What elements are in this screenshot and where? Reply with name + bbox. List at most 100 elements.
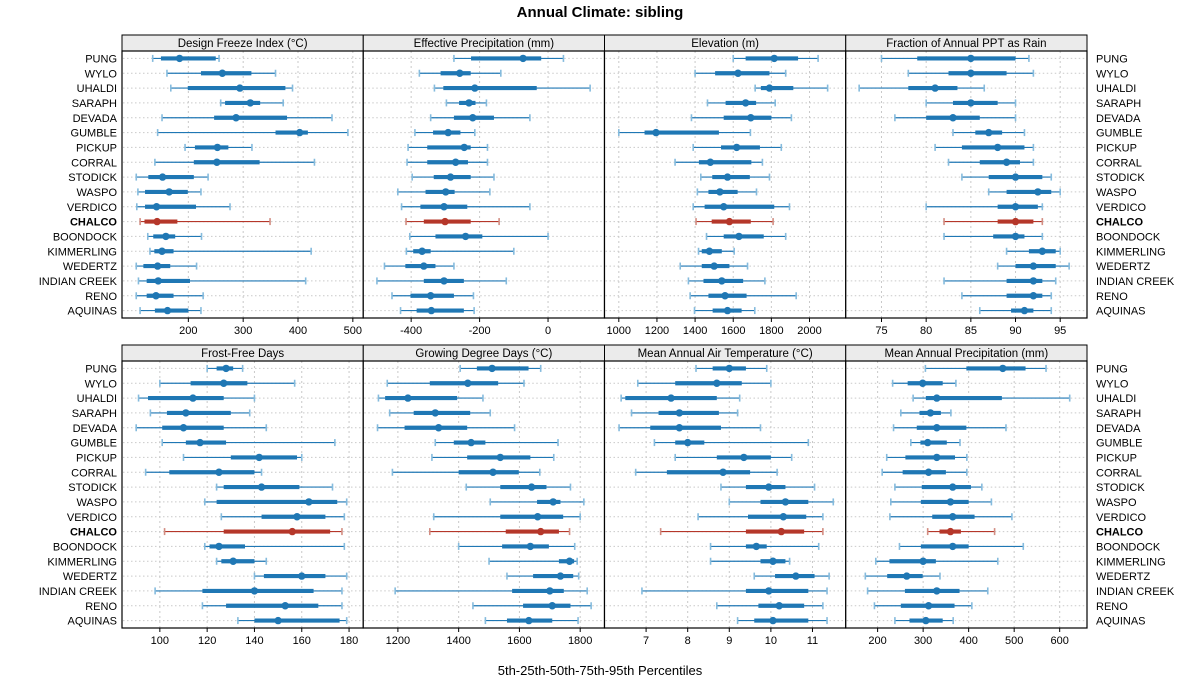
x-tick-label: 1000 — [607, 325, 631, 337]
row-corral — [634, 468, 778, 476]
median-dot — [565, 557, 574, 565]
row-uhaldi — [377, 394, 484, 402]
x-tick-label: 10 — [765, 635, 777, 647]
row-kimmerling — [149, 247, 312, 255]
median-dot — [255, 453, 263, 462]
median-dot — [281, 602, 289, 610]
site-label-left-corral: CORRAL — [71, 467, 117, 479]
row-aquinas — [978, 306, 1053, 315]
row-uhaldi — [620, 394, 741, 402]
median-dot — [246, 99, 255, 107]
row-reno — [135, 292, 204, 300]
median-dot — [182, 409, 190, 417]
median-dot — [451, 158, 460, 166]
row-verdico — [220, 513, 346, 521]
x-tick-label: 300 — [234, 325, 252, 337]
row-kimmerling — [215, 557, 268, 565]
median-dot — [152, 292, 160, 300]
row-pung — [206, 364, 244, 373]
row-wylo — [907, 69, 1035, 77]
median-dot — [933, 587, 941, 595]
site-label-left-gumble: GUMBLE — [71, 128, 117, 140]
row-gumble — [653, 438, 810, 447]
x-tick-label: 75 — [875, 325, 887, 337]
site-label-right-chalco: CHALCO — [1096, 527, 1143, 539]
row-stodick — [894, 483, 983, 491]
median-dot — [162, 232, 170, 241]
median-dot — [229, 557, 237, 565]
site-label-right-stodick: STODICK — [1096, 482, 1145, 494]
panel-area — [363, 361, 605, 628]
row-pung — [924, 364, 1047, 373]
site-label-right-saraph: SARAPH — [1096, 408, 1141, 420]
row-indian-creek — [641, 587, 828, 595]
median-dot — [431, 409, 439, 417]
site-label-right-devada: DEVADA — [1096, 423, 1141, 435]
median-dot — [918, 379, 927, 387]
row-chalco — [695, 217, 774, 226]
median-dot — [1020, 306, 1029, 315]
median-dot — [765, 483, 773, 491]
x-tick-label: 100 — [151, 635, 169, 647]
x-tick-label: 95 — [1054, 325, 1066, 337]
median-dot — [967, 69, 975, 77]
row-wedertz — [753, 572, 830, 580]
panel-mean-annual-precipitation-mm: Mean Annual Precipitation (mm) 200 300 400 5… — [845, 344, 1088, 647]
median-dot — [420, 262, 428, 270]
median-dot — [456, 69, 464, 77]
site-label-left-reno: RENO — [85, 601, 117, 613]
row-pung — [459, 364, 542, 373]
site-label-right-devada: DEVADA — [1096, 113, 1141, 125]
site-label-right-boondock: BOONDOCK — [1096, 541, 1161, 553]
site-label-left-saraph: SARAPH — [72, 408, 117, 420]
site-label-right-pickup: PICKUP — [1096, 452, 1137, 464]
row-saraph — [630, 409, 739, 417]
median-dot — [675, 424, 684, 432]
x-tick-label: 1200 — [386, 635, 410, 647]
row-wylo — [386, 379, 525, 387]
median-dot — [777, 527, 785, 536]
row-aquinas — [139, 306, 202, 315]
site-label-right-reno: RENO — [1096, 601, 1128, 613]
median-dot — [549, 498, 557, 506]
median-dot — [154, 277, 162, 285]
median-dot — [919, 557, 927, 565]
site-label-right-wedertz: WEDERTZ — [1096, 571, 1150, 583]
median-dot — [175, 54, 184, 63]
row-wylo — [636, 379, 772, 387]
row-reno — [391, 292, 475, 300]
site-label-left-gumble: GUMBLE — [71, 438, 117, 450]
x-tick-label: -400 — [400, 325, 422, 337]
row-boondock — [457, 542, 576, 551]
row-devada — [690, 114, 793, 122]
row-pickup — [182, 453, 303, 462]
x-tick-label: 1200 — [645, 325, 669, 337]
site-label-right-pickup: PICKUP — [1096, 142, 1137, 154]
row-pickup — [692, 143, 783, 152]
row-stodick — [465, 483, 572, 491]
median-dot — [781, 498, 790, 506]
median-dot — [1002, 158, 1011, 166]
median-dot — [232, 114, 240, 122]
x-tick-label: 160 — [293, 635, 311, 647]
row-kimmerling — [709, 557, 791, 565]
median-dot — [489, 468, 497, 476]
median-dot — [215, 468, 223, 476]
median-dot — [1011, 217, 1020, 226]
median-dot — [924, 602, 933, 610]
row-devada — [429, 114, 531, 122]
site-label-left-stodick: STODICK — [68, 482, 117, 494]
row-uhaldi — [433, 84, 591, 92]
row-boondock — [146, 232, 203, 241]
panel-title: Mean Annual Precipitation (mm) — [885, 348, 1049, 360]
row-corral — [947, 158, 1035, 166]
site-label-right-wedertz: WEDERTZ — [1096, 261, 1150, 273]
median-dot — [440, 203, 448, 211]
site-label-right-verdico: VERDICO — [1096, 512, 1147, 524]
site-label-left-verdico: VERDICO — [67, 512, 118, 524]
row-pung — [695, 364, 768, 373]
row-waspo — [203, 498, 348, 506]
site-label-right-uhaldi: UHALDI — [1096, 393, 1136, 405]
row-saraph — [445, 99, 488, 107]
median-dot — [305, 498, 313, 506]
